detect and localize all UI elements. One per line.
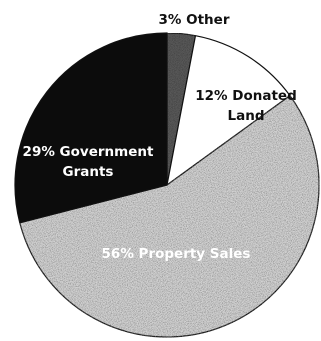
pie-slice-government-grants: [14, 32, 168, 224]
pie-label-line: 12% Donated: [195, 88, 297, 104]
pie-label-line: 56% Property Sales: [102, 246, 251, 262]
pie-slice-donated-land: [166, 34, 291, 187]
pie-label-donated-land: 12% Donated Land: [195, 88, 297, 124]
pie-label-line: Land: [228, 108, 265, 124]
pie-label-line: 3% Other: [159, 12, 230, 28]
pie-slices: [14, 32, 320, 338]
pie-slice-property-sales: [19, 94, 320, 338]
pie-labels: 3% Other 12% Donated Land 56% Property Sale…: [23, 12, 297, 262]
pie-label-line: 29% Government: [23, 144, 154, 160]
pie-label-line: Grants: [63, 164, 114, 180]
pie-label-other: 3% Other: [159, 12, 230, 28]
pie-label-property-sales: 56% Property Sales: [102, 246, 251, 262]
pie-label-government-grants: 29% Government Grants: [23, 144, 154, 180]
